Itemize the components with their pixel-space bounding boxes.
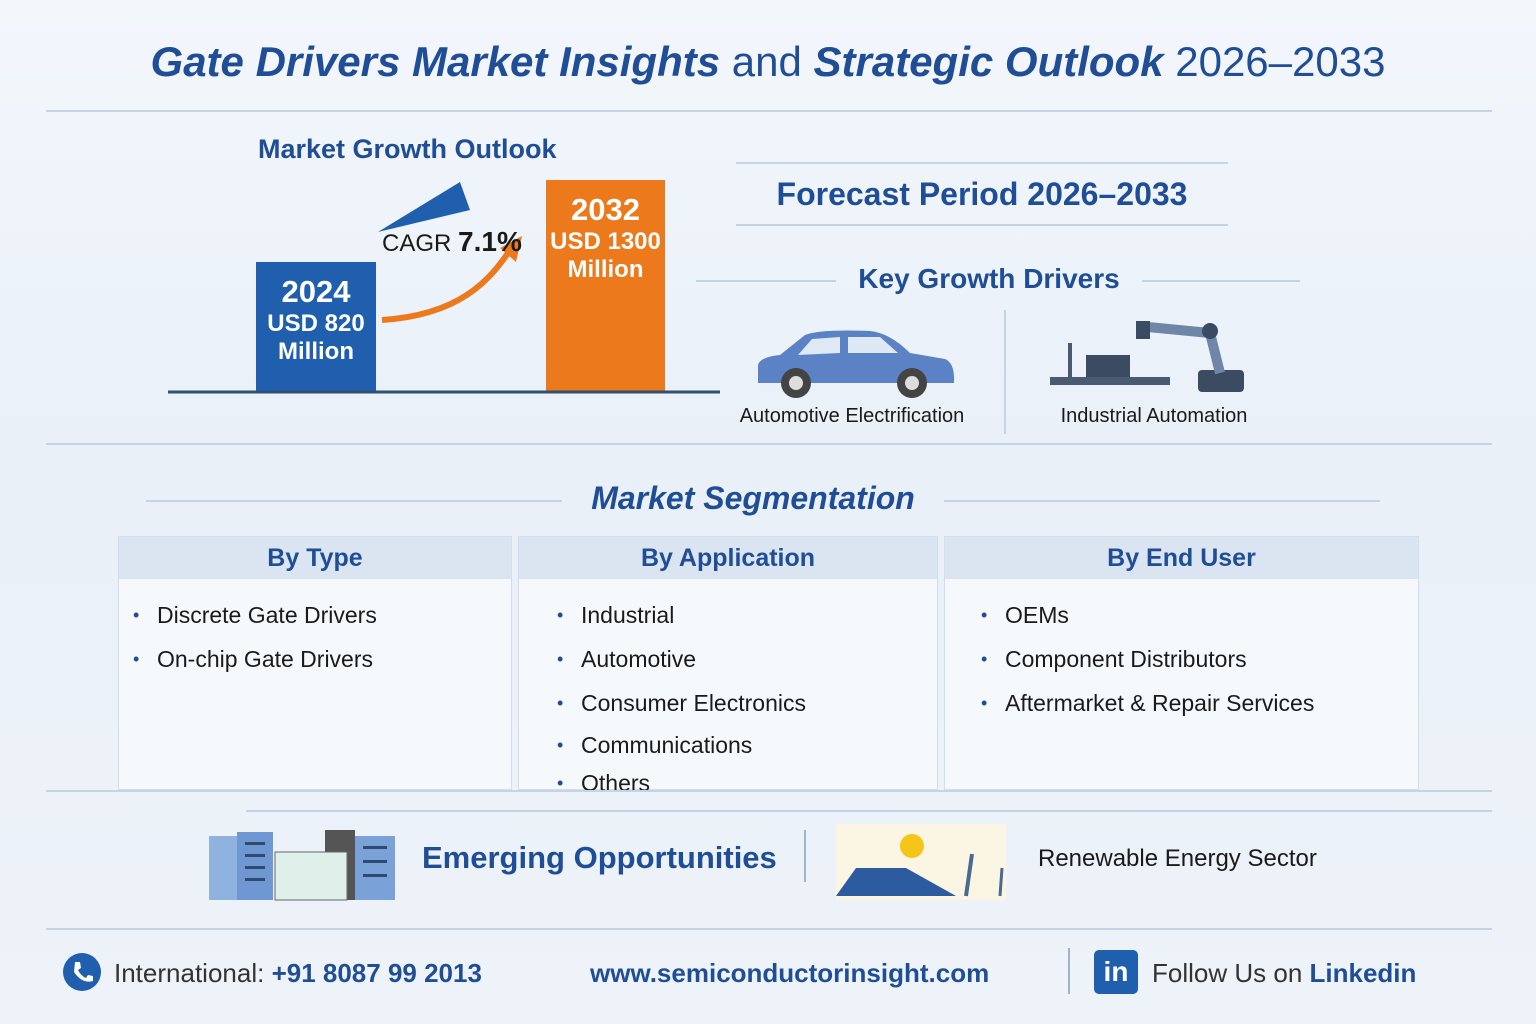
list-item: Industrial — [557, 593, 937, 637]
cagr: CAGR 7.1% — [382, 226, 522, 258]
follow-label: Follow Us on — [1152, 958, 1303, 988]
opportunity-item: Renewable Energy Sector — [1038, 845, 1317, 872]
list-item: Others — [557, 765, 937, 801]
growth-arrow-icon — [381, 248, 513, 323]
segment-title: By End User — [945, 537, 1418, 579]
divider — [46, 790, 1492, 792]
list-item: Aftermarket & Repair Services — [981, 681, 1418, 725]
phone-label: International: — [114, 958, 265, 988]
phone-number[interactable]: +91 8087 99 2013 — [271, 958, 482, 988]
segment-title: By Type — [119, 537, 511, 579]
renewable-energy-icon — [836, 824, 1006, 900]
list-item: Automotive — [557, 637, 937, 681]
bar-unit: Million — [278, 338, 354, 365]
driver-label: Automotive Electrification — [739, 405, 965, 427]
phone-icon — [63, 953, 101, 991]
divider — [944, 500, 1380, 502]
bar-2024: 2024 USD 820 Million — [256, 262, 376, 392]
segmentation-heading: Market Segmentation — [591, 480, 915, 516]
phone: International: +91 8087 99 2013 — [114, 955, 482, 991]
divider — [46, 928, 1492, 930]
segment-by-type: By Type Discrete Gate DriversOn-chip Gat… — [118, 536, 512, 790]
bar-year: 2024 — [281, 274, 351, 309]
linkedin-follow[interactable]: Follow Us on Linkedin — [1152, 955, 1416, 991]
title-part: 2026–2033 — [1175, 38, 1386, 85]
divider — [46, 110, 1492, 112]
divider — [1068, 948, 1070, 994]
driver-label: Industrial Automation — [1060, 405, 1248, 427]
list-item: OEMs — [981, 593, 1418, 637]
title-part: Strategic Outlook — [813, 38, 1164, 85]
cagr-value: 7.1% — [458, 226, 522, 257]
bar-value: USD 1300 — [550, 228, 661, 255]
divider — [246, 810, 1492, 812]
linkedin-label: Linkedin — [1309, 958, 1417, 988]
linkedin-icon[interactable]: in — [1094, 950, 1138, 994]
list-item: Discrete Gate Drivers — [133, 593, 511, 637]
forecast-period: Forecast Period 2026–2033 — [776, 176, 1188, 212]
divider — [696, 280, 836, 282]
divider — [146, 500, 562, 502]
robot-arm-icon — [1050, 321, 1244, 392]
buildings-icon — [209, 830, 395, 901]
divider — [1142, 280, 1300, 282]
list-item: Component Distributors — [981, 637, 1418, 681]
list-item: On-chip Gate Drivers — [133, 637, 511, 681]
divider — [1004, 310, 1006, 434]
bar-year: 2032 — [571, 192, 640, 227]
list-item: Communications — [557, 725, 937, 765]
divider — [804, 830, 806, 882]
segment-title: By Application — [519, 537, 937, 579]
title-part: Gate Drivers Market Insights — [150, 38, 721, 85]
list-item: Consumer Electronics — [557, 681, 937, 725]
growth-arrow-graphic — [168, 182, 720, 394]
cagr-label: CAGR — [382, 230, 452, 257]
website-link[interactable]: www.semiconductorinsight.com — [590, 958, 990, 988]
growth-heading: Market Growth Outlook — [258, 134, 557, 164]
segment-by-end-user: By End User OEMsComponent DistributorsAf… — [944, 536, 1419, 790]
drivers-heading: Key Growth Drivers — [858, 263, 1120, 294]
car-icon — [758, 330, 955, 398]
divider — [736, 162, 1228, 164]
bar-2032: 2032 USD 1300 Million — [546, 180, 665, 392]
divider — [736, 224, 1228, 226]
title-part: and — [731, 38, 802, 85]
cagr-wedge-icon — [378, 182, 470, 232]
segment-by-application: By Application IndustrialAutomotiveConsu… — [518, 536, 938, 801]
bar-unit: Million — [567, 256, 644, 283]
divider — [46, 443, 1492, 445]
opportunities-heading: Emerging Opportunities — [422, 840, 777, 875]
bar-value: USD 820 — [267, 310, 365, 337]
page-title: Gate Drivers Market Insights and Strateg… — [0, 38, 1536, 86]
